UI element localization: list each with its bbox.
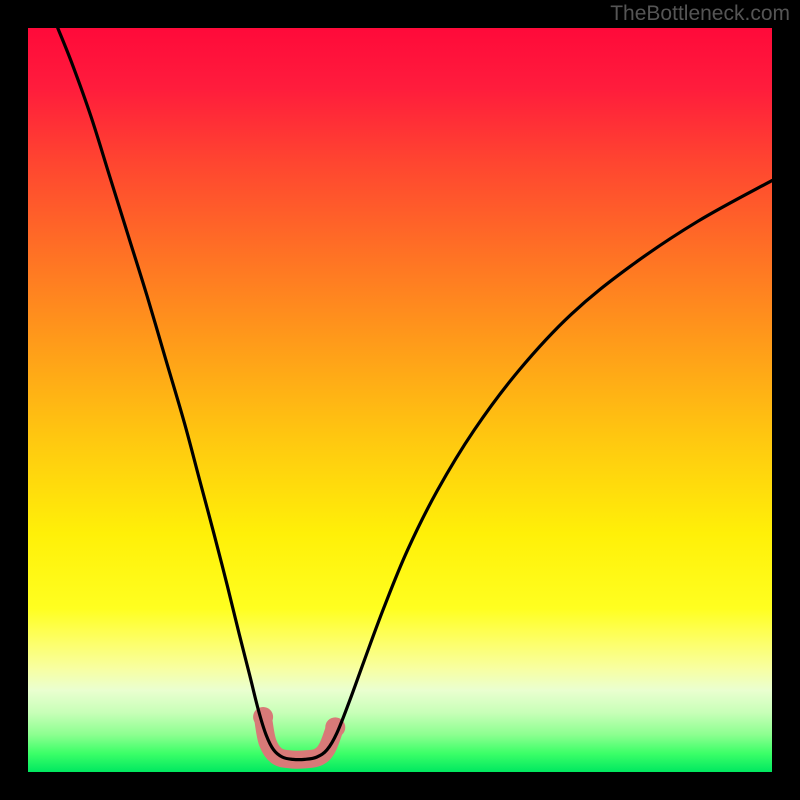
watermark-label: TheBottleneck.com [610,2,790,26]
plot-area [28,28,772,772]
bottleneck-curve [58,28,772,760]
curve-layer [28,28,772,772]
chart-canvas: TheBottleneck.com [0,0,800,800]
